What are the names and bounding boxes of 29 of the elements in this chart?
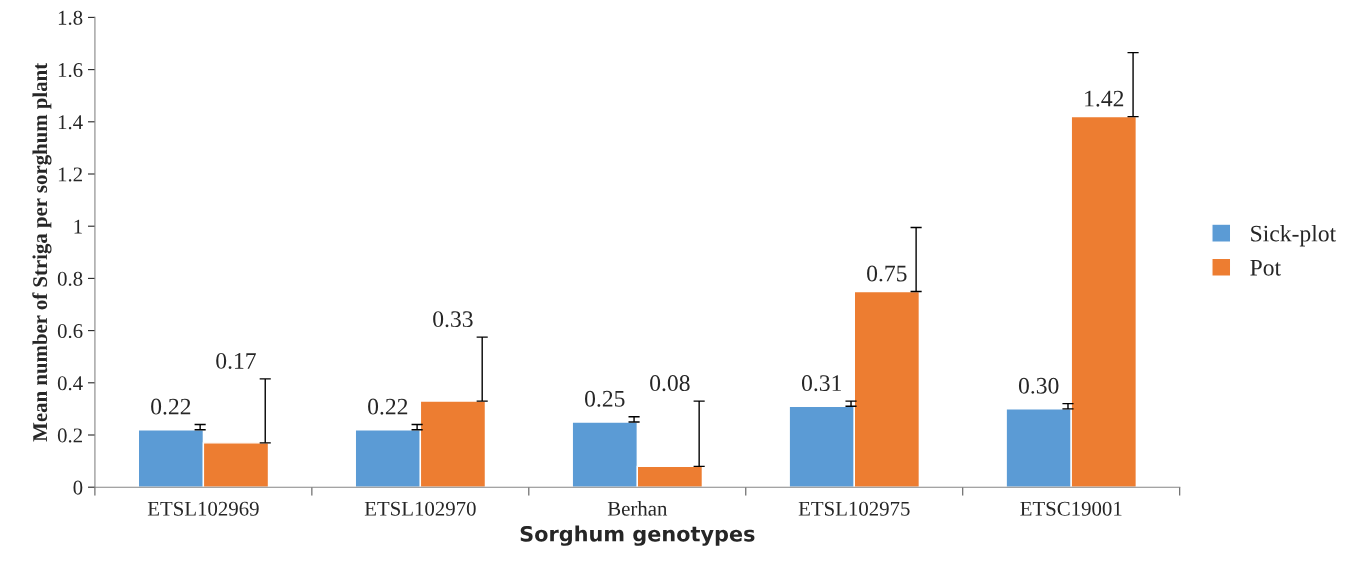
- data-label: 0.25: [585, 390, 625, 407]
- data-label: 0.17: [216, 352, 256, 369]
- x-tick-label: Berhan: [607, 501, 668, 516]
- x-tick-label: ETSC19001: [1020, 501, 1122, 516]
- y-tick-label: 1.2: [58, 167, 82, 182]
- y-tick-label: 1.8: [58, 10, 83, 25]
- data-label: 0.31: [801, 375, 841, 392]
- data-label: 0.30: [1018, 377, 1059, 394]
- data-label: 0.22: [368, 398, 408, 415]
- y-tick-label: 1.6: [58, 63, 83, 78]
- data-label: 0.08: [650, 375, 690, 392]
- y-axis-title: Mean number of Striga per sorghum plant: [32, 62, 52, 442]
- legend-label: Pot: [1250, 259, 1281, 276]
- data-label: 0.75: [867, 265, 907, 282]
- y-tick-label: 1: [74, 219, 82, 234]
- y-tick-label: 0.2: [57, 428, 82, 443]
- x-tick-label: ETSL102969: [147, 501, 259, 516]
- y-tick-label: 0.6: [57, 323, 83, 339]
- x-axis-title: Sorghum genotypes: [520, 525, 755, 546]
- x-tick-label: ETSL102970: [364, 501, 476, 516]
- y-tick-label: 0.8: [57, 271, 83, 286]
- data-label: 0.22: [151, 398, 191, 415]
- y-tick-label: 0: [73, 480, 83, 495]
- y-tick-label: 1.4: [58, 115, 83, 130]
- x-tick-label: ETSL102975: [798, 501, 910, 516]
- y-tick-label: 0.4: [57, 376, 83, 391]
- data-label: 0.33: [433, 311, 473, 328]
- legend-label: Sick-plot: [1251, 224, 1337, 247]
- data-label: 1.42: [1085, 90, 1124, 107]
